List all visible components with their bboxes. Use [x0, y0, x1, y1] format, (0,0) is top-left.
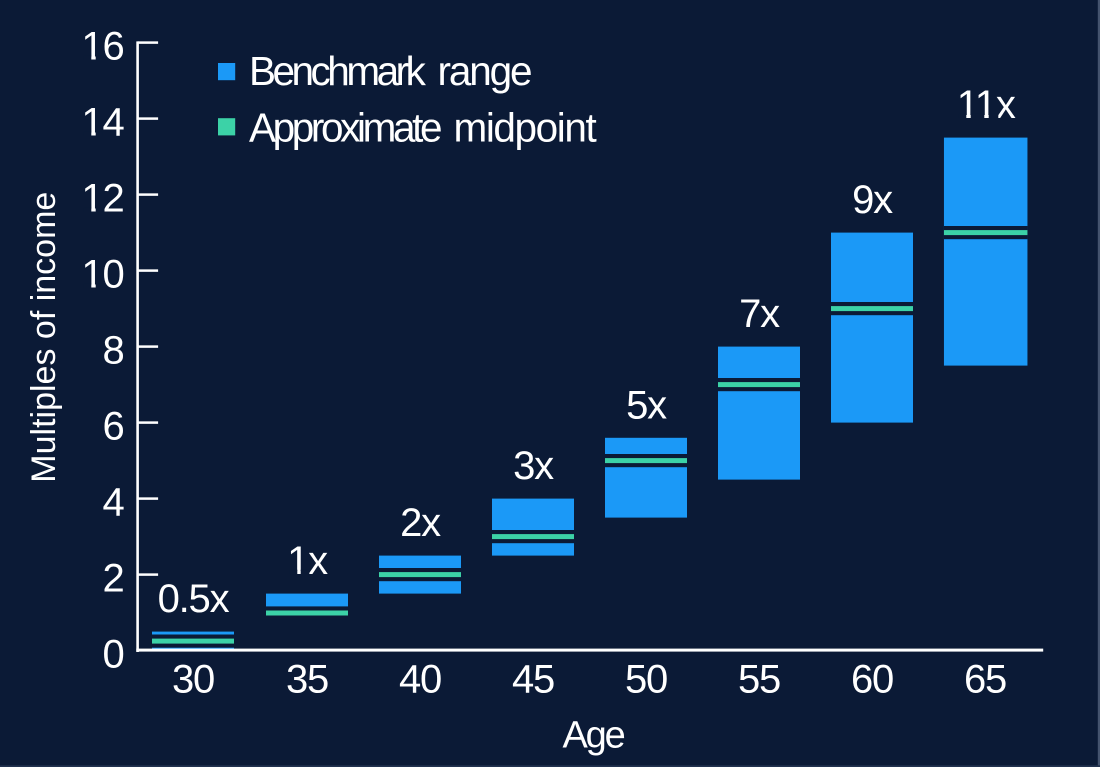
svg-text:11x: 11x: [957, 83, 1016, 127]
svg-text:Approximate: Approximate: [249, 105, 441, 151]
svg-text:4: 4: [102, 481, 124, 525]
svg-text:40: 40: [399, 657, 441, 701]
svg-text:Age: Age: [562, 715, 624, 757]
svg-text:midpoint: midpoint: [454, 105, 597, 151]
svg-text:60: 60: [851, 657, 893, 701]
svg-text:9x: 9x: [852, 178, 893, 222]
svg-text:55: 55: [738, 657, 780, 701]
svg-text:2: 2: [102, 557, 123, 601]
svg-text:10: 10: [81, 253, 123, 297]
svg-text:Benchmark: Benchmark: [249, 48, 427, 94]
svg-text:50: 50: [625, 657, 667, 701]
svg-text:12: 12: [81, 177, 123, 221]
svg-text:0: 0: [102, 633, 123, 677]
svg-text:65: 65: [964, 657, 1006, 701]
svg-text:2x: 2x: [400, 501, 441, 545]
svg-text:8: 8: [102, 329, 123, 373]
svg-text:5x: 5x: [626, 383, 667, 427]
svg-text:35: 35: [286, 657, 328, 701]
svg-text:6: 6: [102, 405, 123, 449]
svg-text:7x: 7x: [739, 292, 780, 336]
svg-text:0.5x: 0.5x: [158, 577, 230, 621]
svg-text:1x: 1x: [287, 539, 328, 583]
svg-text:16: 16: [81, 25, 123, 69]
svg-text:3x: 3x: [513, 444, 554, 488]
svg-text:14: 14: [81, 101, 124, 145]
svg-text:30: 30: [172, 657, 214, 701]
svg-text:range: range: [438, 48, 531, 94]
svg-text:Multiples of income: Multiples of income: [25, 192, 63, 483]
svg-text:45: 45: [512, 657, 554, 701]
